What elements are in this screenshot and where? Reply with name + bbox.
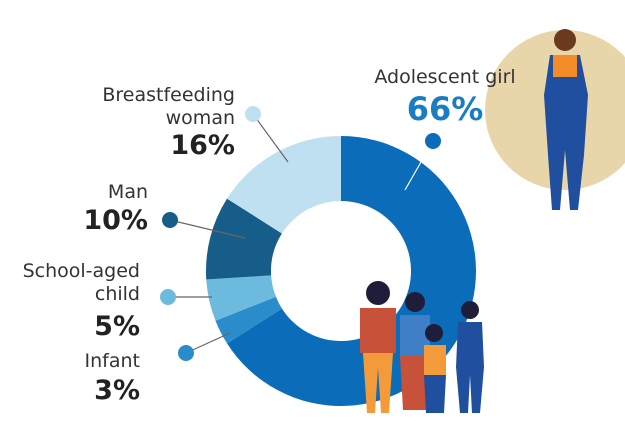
label-dot: [178, 345, 194, 361]
leader-line: [404, 140, 434, 191]
value-label: 5%: [94, 311, 140, 342]
illustration: [360, 29, 625, 413]
donut-segment: [205, 198, 282, 280]
donut-segment: [215, 296, 282, 344]
donut-segment: [206, 275, 276, 321]
label-dot: [245, 106, 261, 122]
category-label: Infant: [84, 350, 140, 372]
value-label: 3%: [94, 375, 140, 406]
leader-line: [169, 219, 246, 239]
value-label: 16%: [170, 130, 235, 161]
value-label: 66%: [406, 90, 484, 128]
value-label: 10%: [83, 205, 148, 236]
leader-line: [185, 332, 231, 354]
label-dot: [160, 289, 176, 305]
category-label: School-aged child: [22, 260, 140, 305]
label-dot: [162, 212, 178, 228]
category-label: Breastfeeding woman: [102, 84, 235, 129]
label-dot: [425, 133, 441, 149]
donut-segment: [227, 136, 341, 234]
leader-line: [252, 113, 289, 163]
category-label: Man: [107, 181, 148, 203]
category-label: Adolescent girl: [374, 66, 516, 88]
